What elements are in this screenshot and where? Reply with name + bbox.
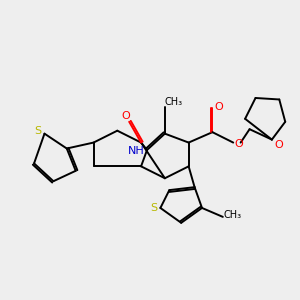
Text: CH₃: CH₃ <box>164 98 182 107</box>
Text: O: O <box>235 139 244 149</box>
Text: O: O <box>122 111 130 121</box>
Text: CH₃: CH₃ <box>224 210 242 220</box>
Text: S: S <box>150 203 158 213</box>
Text: O: O <box>274 140 283 150</box>
Text: NH: NH <box>128 146 145 157</box>
Text: O: O <box>214 102 223 112</box>
Text: S: S <box>34 126 41 136</box>
